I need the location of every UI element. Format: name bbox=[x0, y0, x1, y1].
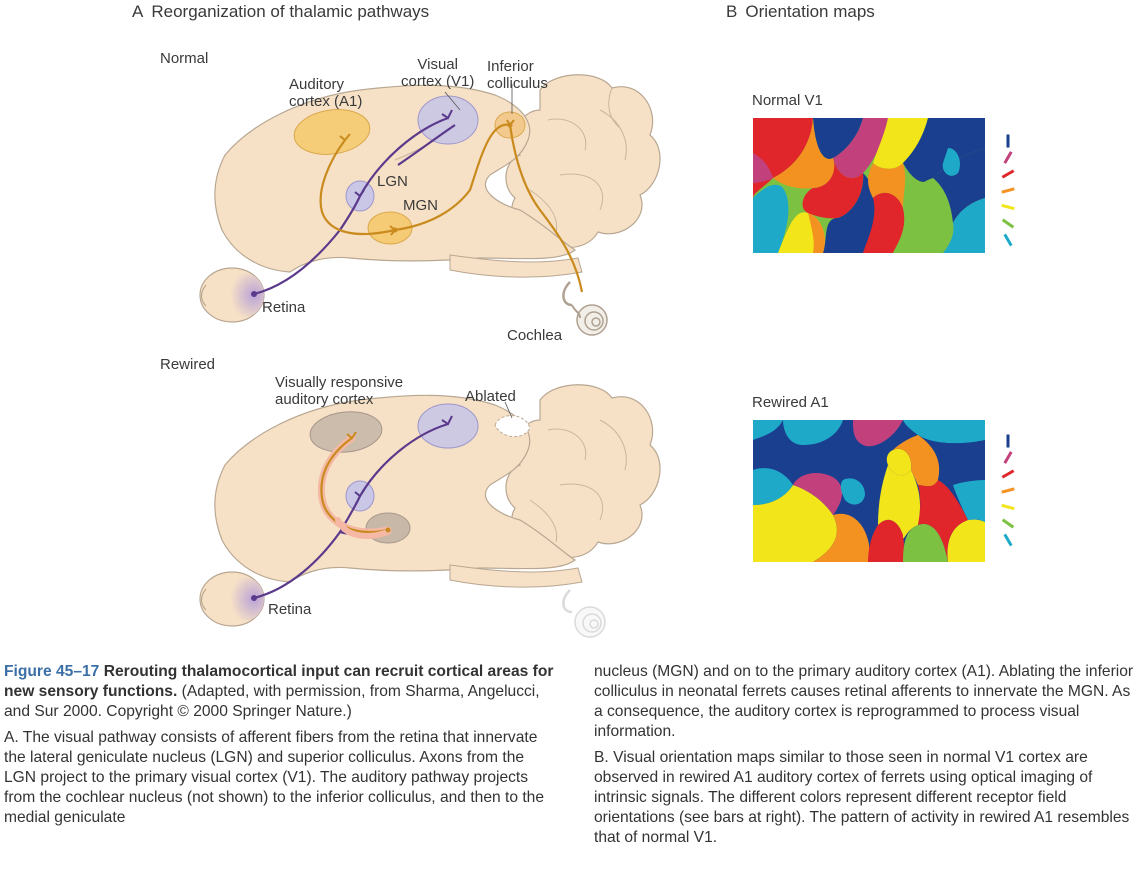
rewired-mgn-a1-pathway bbox=[320, 437, 389, 533]
rewired-visual-cortex-area bbox=[417, 403, 479, 449]
rewired-orientation-bar-2 bbox=[1003, 451, 1013, 464]
label-rewired-a1: Rewired A1 bbox=[752, 394, 829, 411]
caption-para-b: B. Visual orientation maps similar to th… bbox=[594, 748, 1134, 848]
rewired-orientation-bar-5 bbox=[1001, 503, 1015, 511]
normal-auditory-pathway-cochlea-ic bbox=[508, 124, 584, 293]
rewired-mgn-a1-pathway-glow-2 bbox=[335, 517, 391, 539]
panel-b-title-text: Orientation maps bbox=[745, 2, 875, 21]
normal-eye bbox=[199, 267, 265, 323]
orientation-map-normal-v1 bbox=[753, 118, 985, 253]
label-retina-rewired: Retina bbox=[268, 601, 312, 618]
rewired-heading: Rewired bbox=[160, 356, 216, 373]
orientation-bars-normal bbox=[1001, 134, 1015, 247]
normal-visual-pathway-lgn-v1 bbox=[359, 116, 449, 197]
caption-right-column: nucleus (MGN) and on to the primary audi… bbox=[594, 662, 1134, 854]
normal-auditory-pathway-mgn-a1 bbox=[319, 139, 396, 236]
caption-para-a: A. The visual pathway consists of affere… bbox=[4, 728, 556, 828]
normal-mgn-area bbox=[367, 211, 413, 245]
panel-a-title-text: Reorganization of thalamic pathways bbox=[151, 2, 430, 21]
label-lgn: LGN bbox=[377, 173, 408, 190]
normal-orientation-bar-6 bbox=[1001, 218, 1015, 229]
normal-orientation-bar-2 bbox=[1003, 151, 1013, 164]
normal-visual-cortex-area bbox=[417, 95, 479, 145]
label-visually-responsive: Visually responsive auditory cortex bbox=[275, 374, 404, 408]
normal-cochlea-icon bbox=[562, 281, 608, 336]
rewired-orientation-bar-7 bbox=[1003, 533, 1013, 547]
brain-diagram bbox=[199, 74, 1015, 638]
normal-orientation-bar-5 bbox=[1001, 203, 1015, 211]
rewired-orientation-bar-3 bbox=[1001, 469, 1015, 479]
normal-brain bbox=[199, 74, 661, 336]
normal-cerebellum bbox=[505, 74, 661, 248]
caption-heading: Figure 45–17 Rerouting thalamocortical i… bbox=[4, 662, 556, 722]
caption-para-b-label: B. bbox=[594, 749, 609, 766]
normal-heading: Normal bbox=[160, 50, 209, 67]
panel-a-title: A Reorganization of thalamic pathways bbox=[132, 2, 429, 22]
rewired-auditory-cortex-area bbox=[309, 411, 383, 453]
label-auditory-cortex: Auditory cortex (A1) bbox=[289, 76, 363, 110]
label-retina-normal: Retina bbox=[262, 299, 306, 316]
caption-para-a-continued-text: nucleus (MGN) and on to the primary audi… bbox=[594, 663, 1134, 740]
caption-title: Rerouting thalamocortical input can recr… bbox=[4, 663, 554, 700]
label-mgn: MGN bbox=[403, 197, 438, 214]
rewired-visual-pathway-lgn-v1 bbox=[359, 422, 449, 497]
rewired-orientation-bar-6 bbox=[1001, 518, 1015, 529]
rewired-brain bbox=[199, 384, 661, 638]
label-cochlea: Cochlea bbox=[507, 327, 563, 344]
rewired-cochlea-icon bbox=[562, 589, 606, 638]
panel-a-letter: A bbox=[132, 2, 144, 21]
orientation-map-rewired-a1 bbox=[753, 420, 985, 562]
rewired-cerebellum bbox=[505, 384, 661, 558]
normal-orientation-bar-3 bbox=[1001, 169, 1015, 179]
label-ablated: Ablated bbox=[465, 388, 516, 405]
normal-orientation-bar-7 bbox=[1003, 233, 1013, 247]
caption-figure-number: Figure 45–17 bbox=[4, 663, 100, 680]
normal-orientation-bar-4 bbox=[1001, 187, 1015, 194]
label-normal-v1: Normal V1 bbox=[752, 92, 823, 109]
panel-b-letter: B bbox=[726, 2, 738, 21]
caption-source: (Adapted, with permission, from Sharma, … bbox=[4, 683, 540, 720]
rewired-visual-pathway-retina-lgn bbox=[253, 495, 362, 600]
caption-left-column: Figure 45–17 Rerouting thalamocortical i… bbox=[4, 662, 556, 834]
caption-para-a-continued: nucleus (MGN) and on to the primary audi… bbox=[594, 662, 1134, 742]
panel-b-title: B Orientation maps bbox=[726, 2, 875, 22]
ablated-region bbox=[494, 415, 531, 438]
orientation-bars-rewired bbox=[1001, 434, 1015, 547]
normal-auditory-pathway-ic-mgn bbox=[394, 123, 511, 232]
rewired-orientation-bar-4 bbox=[1001, 487, 1015, 494]
label-visual-cortex: Visual cortex (V1) bbox=[401, 56, 475, 90]
rewired-eye bbox=[199, 571, 265, 627]
caption-para-a-label: A. bbox=[4, 729, 19, 746]
label-inferior-colliculus: Inferior colliculus bbox=[487, 58, 548, 92]
caption-para-b-text: Visual orientation maps similar to those… bbox=[594, 749, 1130, 846]
caption-para-a-text: The visual pathway consists of afferent … bbox=[4, 729, 545, 826]
normal-visual-pathway-retina-lgn bbox=[253, 195, 362, 296]
